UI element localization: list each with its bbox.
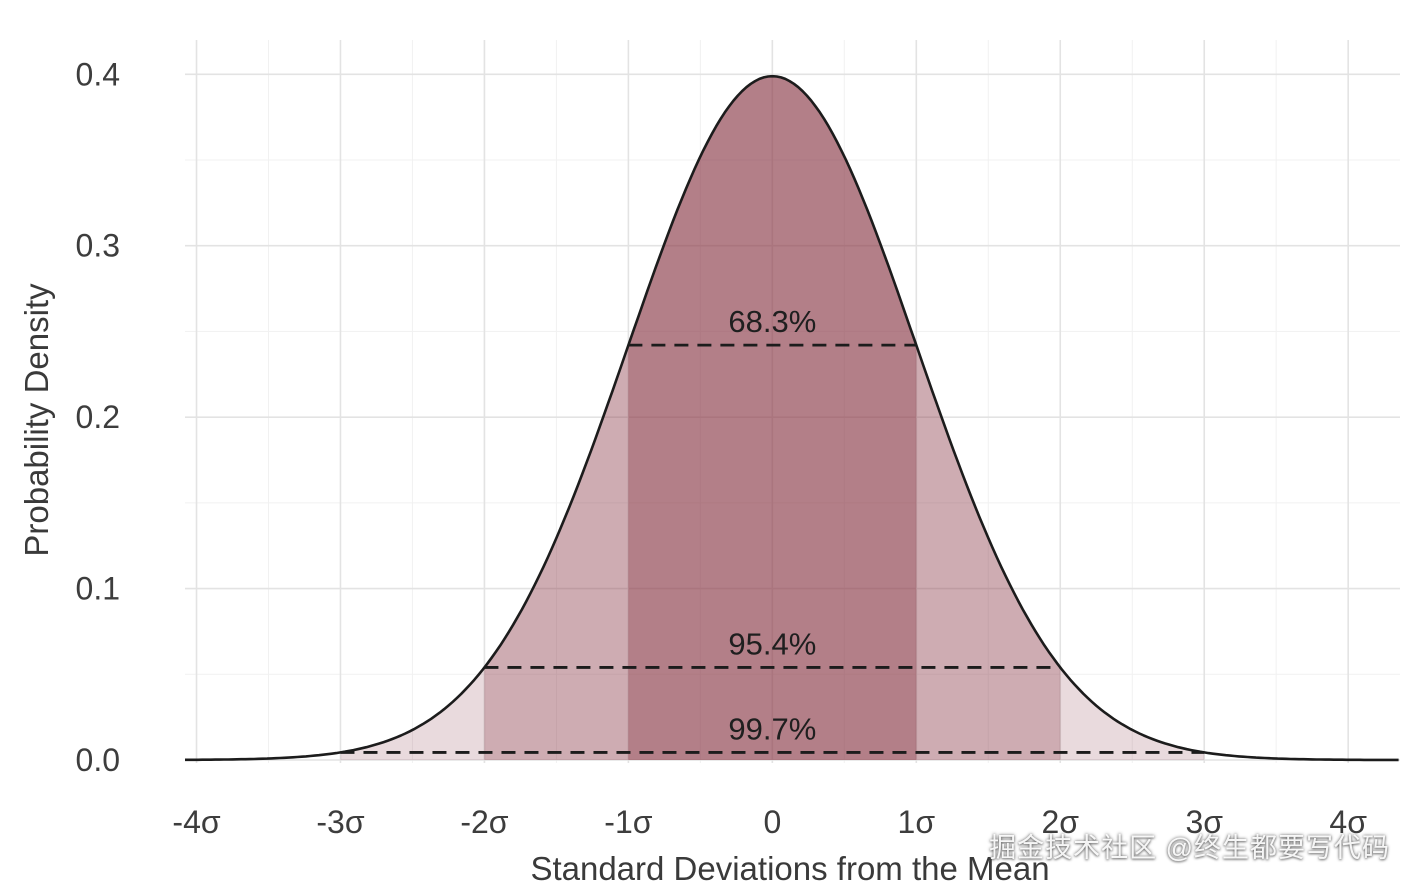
y-tick-label: 0.2 bbox=[76, 399, 120, 435]
coverage-label-within-1-sigma: 68.3% bbox=[728, 304, 816, 339]
y-tick-label: 0.3 bbox=[76, 228, 120, 264]
annotation-layer: 99.7% 95.4% 68.3% bbox=[728, 304, 816, 746]
normal-curve bbox=[185, 74, 1399, 762]
x-tick-label: -2σ bbox=[460, 804, 508, 840]
x-axis-title: Standard Deviations from the Mean bbox=[530, 850, 1049, 882]
y-tick-label: 0.0 bbox=[76, 742, 120, 778]
x-tick-label: 2σ bbox=[1041, 804, 1079, 840]
x-tick-label: 3σ bbox=[1185, 804, 1223, 840]
y-tick-label: 0.4 bbox=[76, 56, 120, 92]
x-tick-label: -4σ bbox=[172, 804, 220, 840]
shaded-band-within-1-sigma bbox=[628, 76, 917, 760]
shaded-band-within-3-sigma bbox=[340, 76, 1205, 760]
x-tick-label: -3σ bbox=[316, 804, 364, 840]
tick-labels-layer: -4σ -3σ -2σ -1σ 0 1σ 2σ 3σ 4σ 0.0 0.1 0.2 0.3 0.4 bbox=[76, 56, 1368, 840]
coverage-label-within-2-sigma: 95.4% bbox=[728, 626, 816, 661]
x-tick-label: 4σ bbox=[1329, 804, 1367, 840]
coverage-label-within-3-sigma: 99.7% bbox=[728, 711, 816, 746]
shaded-band-within-2-sigma bbox=[484, 76, 1061, 760]
shaded-bands-layer bbox=[340, 76, 1205, 760]
x-tick-label: 1σ bbox=[898, 804, 936, 840]
x-tick-label: 0 bbox=[763, 804, 781, 840]
grid-layer bbox=[185, 40, 1400, 763]
y-axis-title: Probability Density bbox=[18, 283, 55, 557]
y-tick-label: 0.1 bbox=[76, 571, 120, 607]
x-tick-label: -1σ bbox=[604, 804, 652, 840]
dashed-lines-layer bbox=[340, 343, 1205, 754]
curve-layer bbox=[185, 74, 1399, 762]
watermark: 掘金技术社区 @终生都要写代码 bbox=[989, 833, 1390, 863]
